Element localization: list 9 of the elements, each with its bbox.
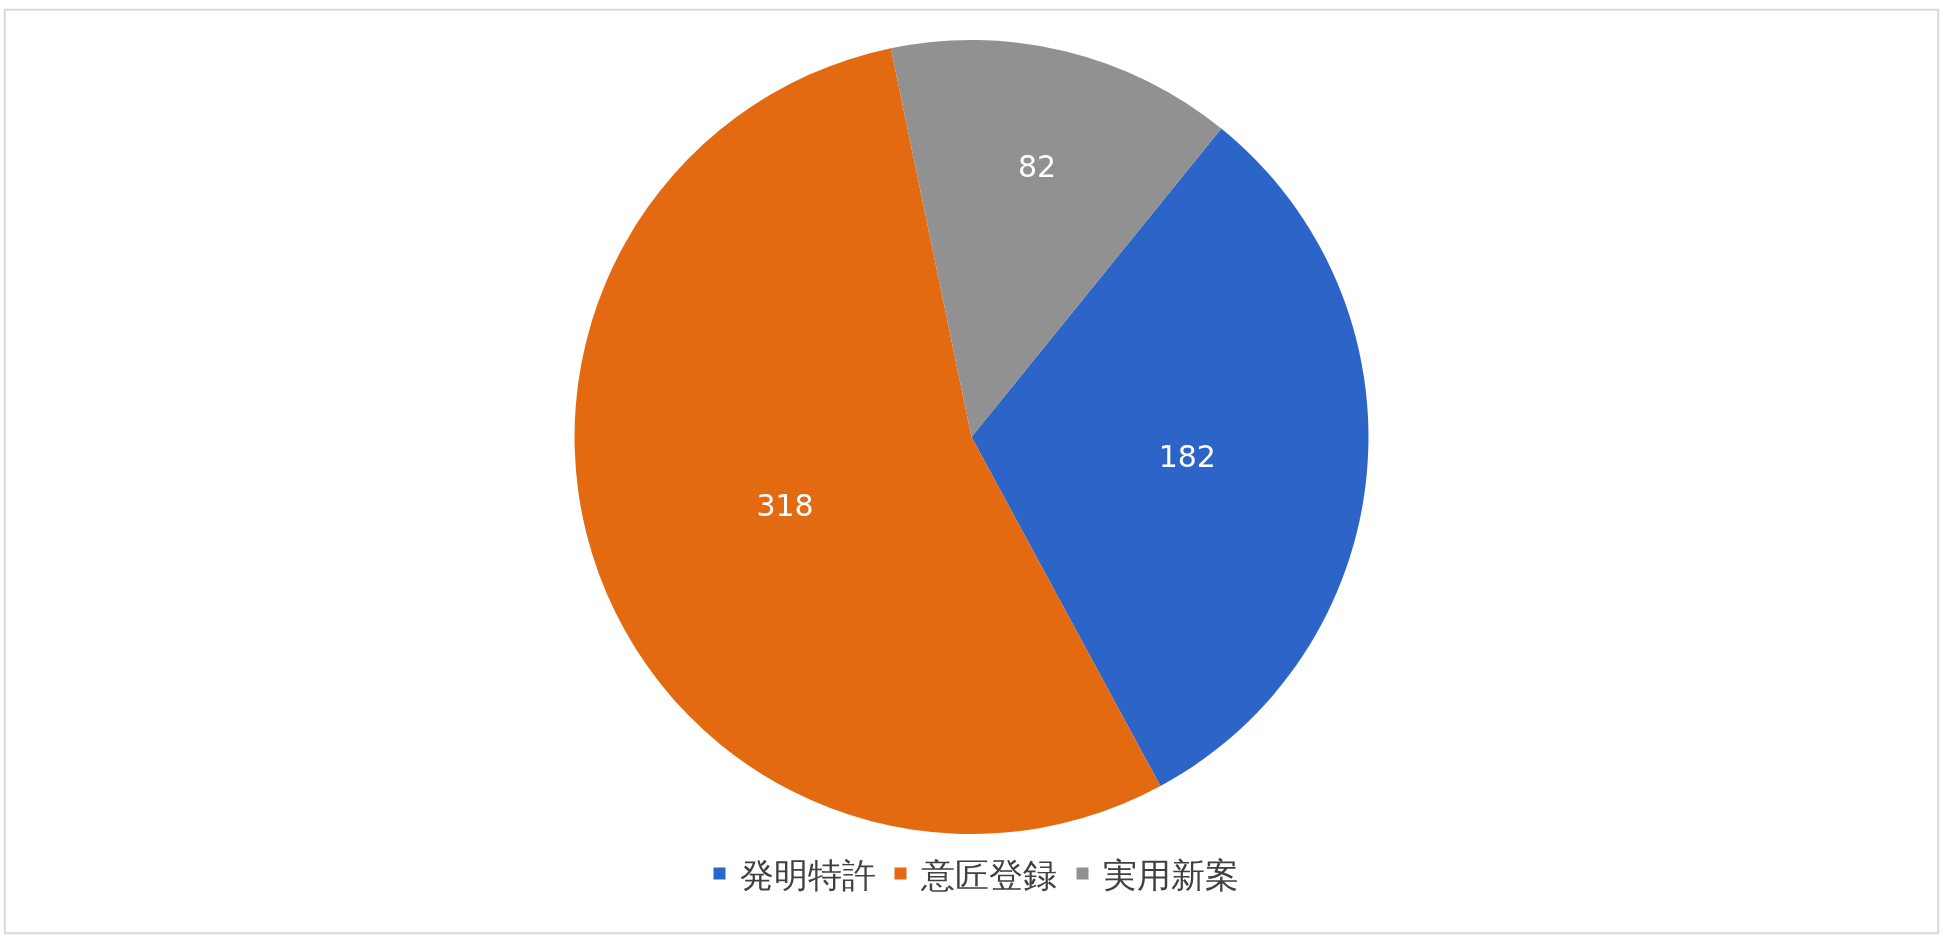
data-label: 82 bbox=[1017, 149, 1057, 185]
pie-slice bbox=[574, 48, 1161, 834]
legend-label: 発明特許 bbox=[739, 854, 876, 895]
legend-label: 意匠登録 bbox=[919, 854, 1057, 895]
data-label: 318 bbox=[756, 487, 814, 523]
pie-slice bbox=[890, 40, 1222, 437]
pie-slice bbox=[971, 128, 1369, 787]
legend-label: 実用新案 bbox=[1102, 854, 1239, 895]
data-label: 182 bbox=[1158, 439, 1216, 475]
